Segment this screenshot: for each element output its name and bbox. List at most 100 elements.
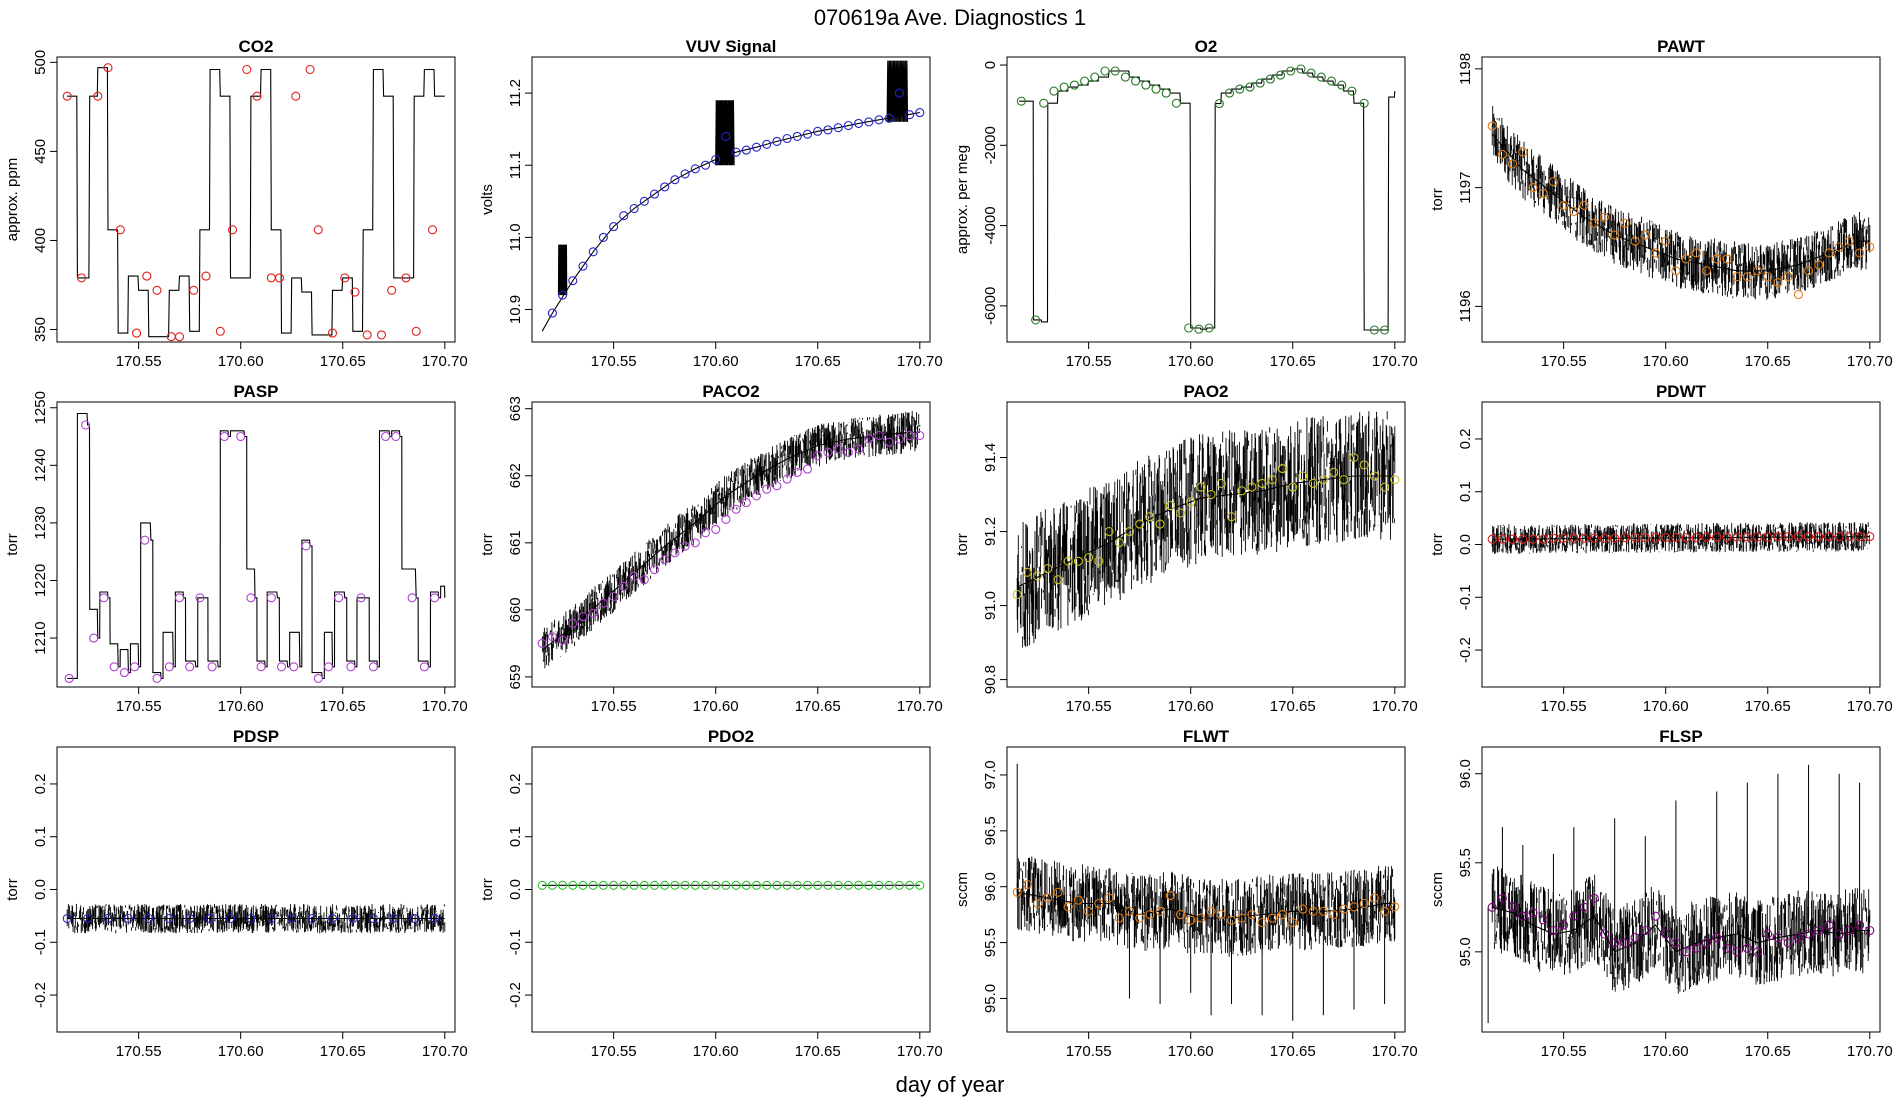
- marker-flwt-24: [1257, 917, 1267, 928]
- marker-pasp-10: [174, 593, 185, 603]
- marker-co2-17: [274, 273, 285, 283]
- marker-flwt-2: [1033, 898, 1043, 909]
- marker-vuv-23: [782, 133, 792, 144]
- marker-paco2-10: [639, 575, 649, 585]
- marker-co2-22: [340, 273, 350, 283]
- x-tick-label-o2-3: 170.70: [1372, 353, 1418, 370]
- y-tick-label-paco2-1: 660: [507, 597, 524, 622]
- marker-pdwt-34: [1834, 532, 1844, 542]
- y-axis-label-pawt: torr: [1429, 188, 1446, 211]
- x-axis-flwt: 170.55 170.60 170.65 170.70: [1066, 1031, 1418, 1060]
- x-axis-flsp: 170.55 170.60 170.65 170.70: [1541, 1031, 1893, 1060]
- y-axis-paco2: 659 660 661 662 663: [507, 396, 533, 689]
- panel-pao2: PAO2 170.55 170.60 170.65 170.70 90.8 91.0 91.2…: [954, 382, 1418, 715]
- marker-paco2-27: [813, 451, 823, 461]
- marker-flwt-26: [1277, 910, 1288, 920]
- y-axis-label-pdo2: torr: [479, 878, 496, 901]
- marker-flsp-8: [1569, 911, 1579, 921]
- y-axis-label-flwt: sccm: [954, 872, 971, 907]
- x-tick-label-pasp-2: 170.65: [320, 698, 366, 715]
- y-tick-label-vuv-0: 10.9: [507, 295, 524, 324]
- marker-co2-19: [305, 64, 315, 75]
- x-tick-label-pdsp-0: 170.55: [116, 1043, 162, 1060]
- marker-flwt-30: [1318, 906, 1328, 916]
- marker-pdsp-16: [389, 913, 399, 924]
- y-tick-label-pdwt-4: 0.2: [1457, 429, 1474, 450]
- plot-area-pao2: [1012, 411, 1400, 648]
- marker-co2-18: [291, 91, 301, 101]
- y-tick-label-flsp-0: 95.0: [1457, 937, 1474, 966]
- marker-vuv-21: [762, 139, 772, 149]
- y-tick-label-pawt-1: 1197: [1457, 171, 1474, 203]
- marker-pao2-22: [1237, 486, 1247, 496]
- x-axis-pao2: 170.55 170.60 170.65 170.70: [1066, 686, 1418, 715]
- y-tick-label-pdsp-0: -0.2: [32, 982, 49, 1008]
- x-tick-label-pdwt-3: 170.70: [1847, 698, 1893, 715]
- x-tick-label-flwt-0: 170.55: [1066, 1043, 1112, 1060]
- y-axis-o2: 0 -2000 -4000 -6000: [982, 61, 1008, 325]
- marker-vuv-32: [874, 115, 884, 125]
- marker-flsp-18: [1671, 938, 1681, 948]
- panel-title-vuv: VUV Signal: [686, 37, 777, 56]
- marker-pdsp-2: [103, 913, 113, 924]
- marker-pawt-29: [1783, 272, 1793, 282]
- marker-pasp-0: [64, 673, 74, 683]
- x-tick-label-flsp-3: 170.70: [1847, 1043, 1893, 1060]
- marker-pdsp-3: [123, 913, 133, 924]
- marker-vuv-0: [547, 308, 557, 318]
- marker-vuv-24: [792, 131, 802, 141]
- marker-pdo2-32: [864, 880, 874, 890]
- marker-paco2-12: [660, 555, 670, 565]
- y-axis-label-pao2: torr: [954, 533, 971, 556]
- marker-pasp-26: [356, 593, 366, 603]
- marker-pao2-35: [1369, 471, 1379, 481]
- marker-pao2-14: [1155, 519, 1165, 529]
- marker-co2-25: [376, 330, 387, 340]
- marker-co2-0: [62, 91, 72, 101]
- plot-area-pawt: [1487, 106, 1875, 300]
- marker-flwt-33: [1349, 902, 1359, 912]
- y-tick-label-pdsp-1: -0.1: [32, 929, 49, 955]
- marker-pdwt-17: [1661, 533, 1671, 543]
- marker-paco2-34: [884, 437, 894, 447]
- marker-o2-12: [1141, 80, 1151, 90]
- marker-vuv-22: [772, 136, 782, 146]
- marker-flsp-16: [1650, 911, 1661, 921]
- marker-pasp-9: [164, 662, 174, 672]
- panel-title-flsp: FLSP: [1659, 727, 1702, 746]
- marker-pasp-27: [368, 662, 378, 672]
- series-line-pdwt: [1492, 536, 1870, 540]
- marker-flsp-15: [1640, 925, 1650, 936]
- marker-vuv-30: [854, 118, 864, 128]
- x-tick-label-vuv-2: 170.65: [795, 353, 841, 370]
- x-tick-label-pao2-1: 170.60: [1168, 698, 1214, 715]
- marker-pawt-19: [1681, 254, 1691, 264]
- y-tick-label-pasp-1: 1220: [32, 564, 49, 597]
- marker-flsp-21: [1701, 938, 1712, 948]
- x-tick-label-pdsp-1: 170.60: [218, 1043, 264, 1060]
- marker-flwt-7: [1084, 906, 1094, 916]
- marker-pawt-15: [1640, 230, 1650, 240]
- series-line-pawt: [1491, 133, 1870, 272]
- marker-flwt-23: [1247, 910, 1257, 920]
- y-tick-label-co2-2: 450: [32, 139, 49, 164]
- marker-pasp-21: [301, 541, 311, 551]
- marker-pasp-30: [407, 593, 417, 603]
- panel-pawt: PAWT 170.55 170.60 170.65 170.70 1196 1197 1198…: [1429, 37, 1893, 370]
- y-tick-label-vuv-3: 11.2: [507, 79, 524, 107]
- marker-paco2-24: [782, 474, 792, 484]
- x-tick-label-o2-0: 170.55: [1066, 353, 1112, 370]
- panel-pdo2: PDO2 170.55 170.60 170.65 170.70 -0.2 -0.1 0.0 0…: [479, 727, 943, 1060]
- marker-vuv-17: [721, 131, 731, 141]
- y-axis-label-o2: approx. per meg: [954, 145, 971, 254]
- marker-vuv-3: [578, 261, 588, 271]
- panel-title-pdsp: PDSP: [233, 727, 279, 746]
- marker-paco2-17: [711, 524, 721, 534]
- y-axis-co2: 350 400 450 500: [32, 50, 58, 342]
- x-axis-co2: 170.55 170.60 170.65 170.70: [116, 341, 468, 370]
- plot-area-pdo2: [537, 880, 925, 890]
- y-tick-label-pawt-2: 1198: [1457, 53, 1474, 85]
- marker-co2-2: [93, 91, 103, 101]
- y-tick-label-pdsp-2: 0.0: [32, 879, 49, 900]
- marker-co2-6: [142, 271, 152, 281]
